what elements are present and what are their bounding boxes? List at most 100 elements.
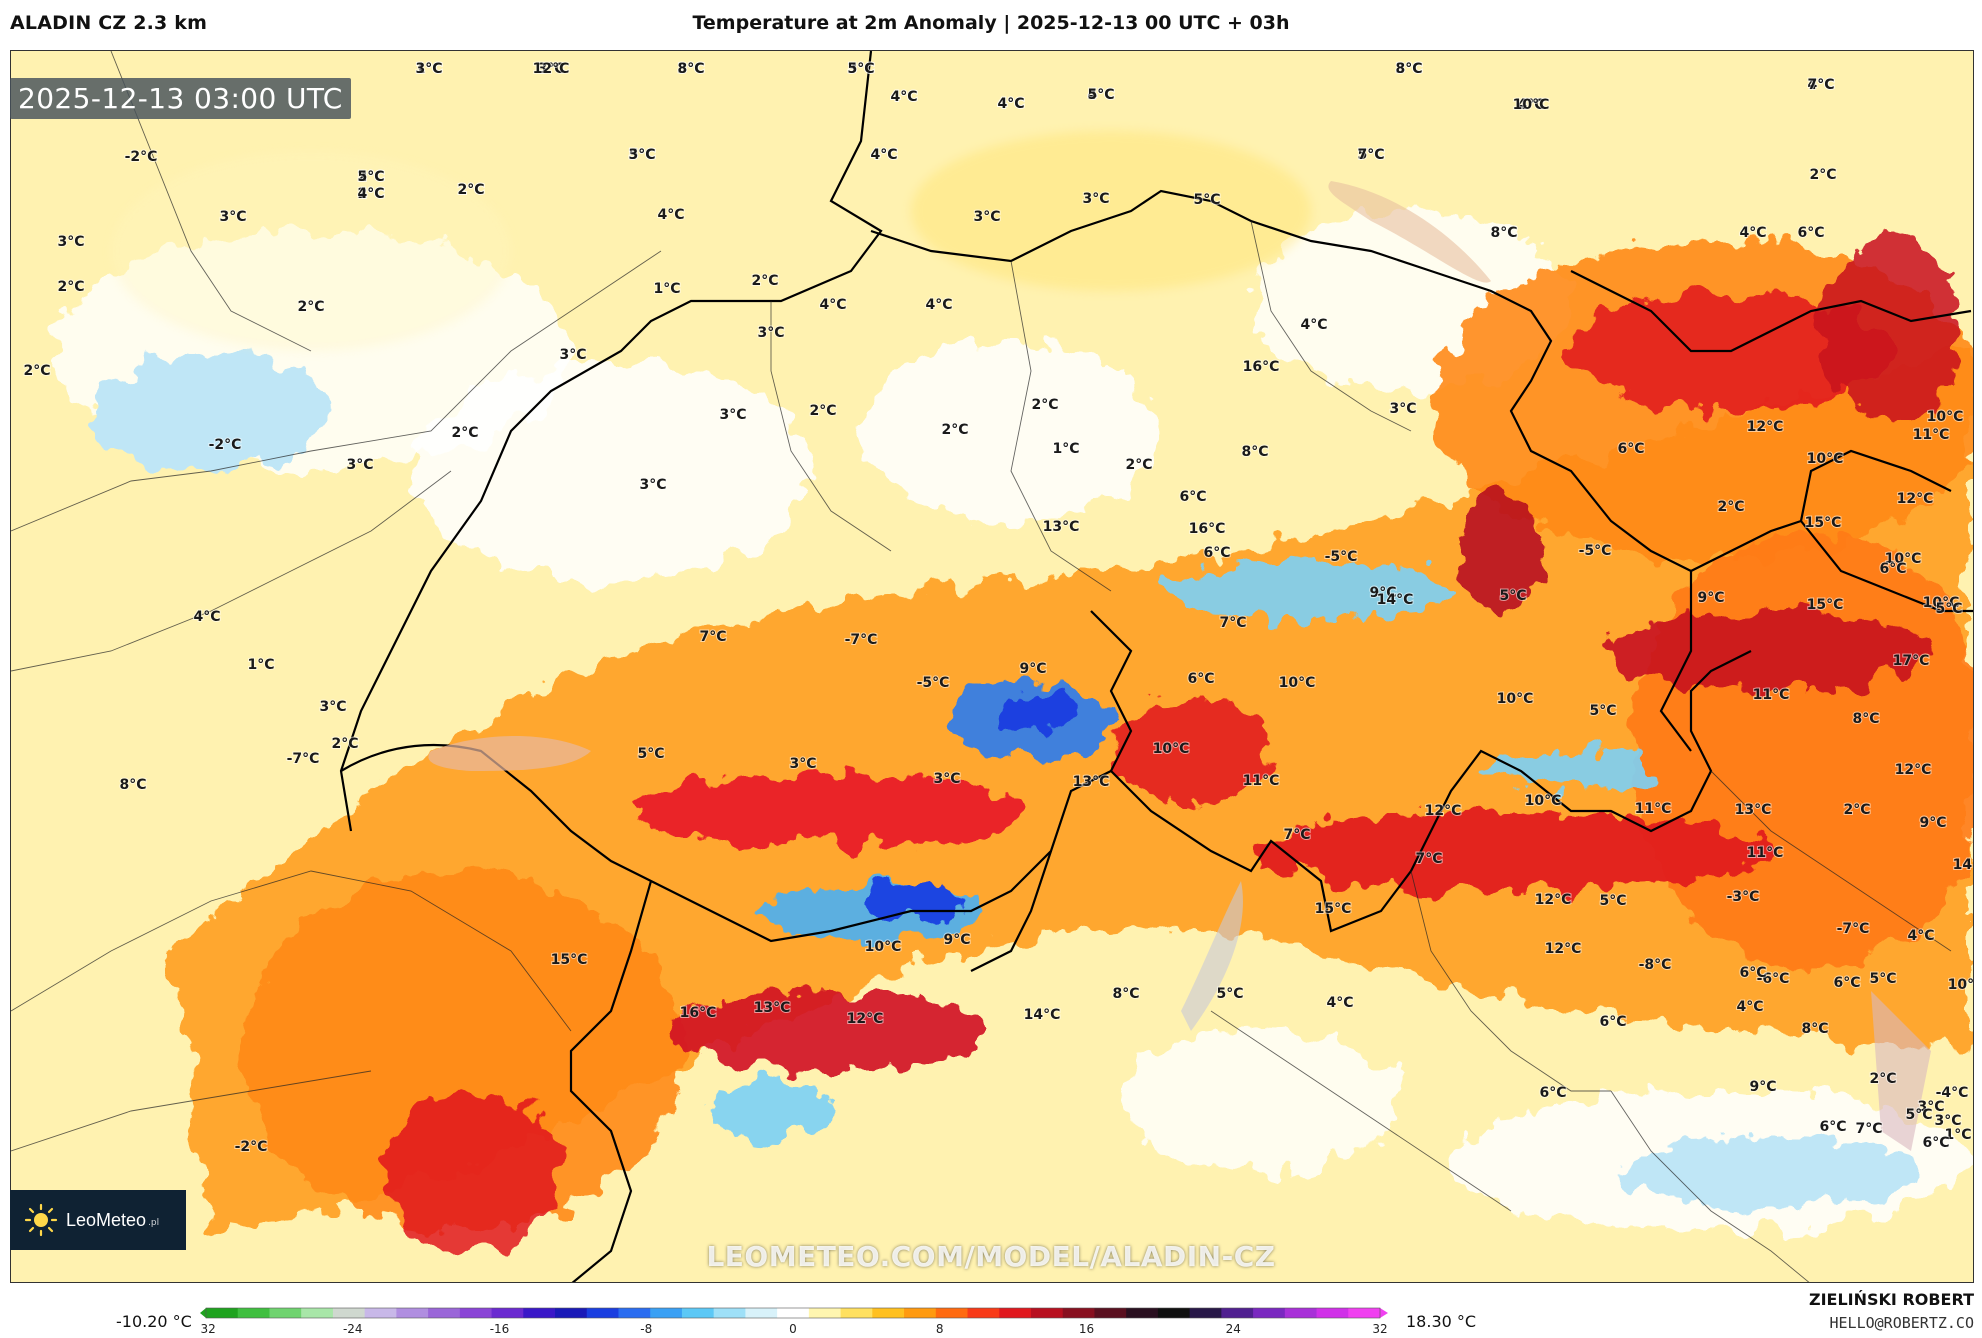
temperature-label: 8°C [1490, 225, 1517, 241]
temperature-label: 3°C [757, 325, 784, 341]
temperature-label: 15°C [1315, 901, 1352, 917]
temperature-label: 4°C [1300, 317, 1327, 333]
temperature-label: 10°C [1927, 409, 1964, 425]
temperature-label: -5°C [917, 675, 950, 691]
temperature-label: 12°C [1545, 941, 1582, 957]
logo-text: LeoMeteo [66, 1209, 147, 1230]
temperature-label: 5°C [1193, 192, 1220, 208]
colorbar-tick-label: -32 [200, 1322, 216, 1336]
colorbar-swatch [840, 1308, 873, 1318]
temperature-label: 10°C [865, 939, 902, 955]
colorbar-swatch [745, 1308, 778, 1318]
temperature-label: 1°C [1944, 1127, 1971, 1143]
temperature-label: 11°C [1747, 845, 1784, 861]
temperature-label: 4°C [193, 609, 220, 625]
temperature-label: 2°C [1843, 802, 1870, 818]
temperature-label: 5°C [1499, 588, 1526, 604]
temperature-label: 11°C [1753, 687, 1790, 703]
temperature-label: 9°C [1369, 585, 1396, 601]
temperature-label: 13°C [754, 1000, 791, 1016]
temperature-label: 5°C [637, 746, 664, 762]
temperature-label: 4°C [997, 96, 1024, 112]
colorbar-swatch [777, 1308, 810, 1318]
temperature-label: 8°C [1801, 1021, 1828, 1037]
colorbar-swatch [364, 1308, 397, 1318]
temperature-label: 10°C [1948, 977, 1974, 993]
temperature-label: 17°C [1893, 653, 1930, 669]
temperature-anomaly-map[interactable]: 1°C 2°C 3°C 3°C 3°C 4°C 4°C 4°C 3°C 4°C 4°C 5°C 4°C 5… [10, 50, 1974, 1283]
temperature-label: 8°C [1395, 61, 1422, 77]
colorbar-swatch [1221, 1308, 1254, 1318]
colorbar-tick-label: -8 [640, 1322, 652, 1336]
regional-borders [11, 51, 1952, 1282]
temperature-label: 7°C [1219, 615, 1246, 631]
colorbar-swatch [237, 1308, 270, 1318]
temperature-label: 10°C [1279, 675, 1316, 691]
temperature-label: 12°C [1425, 803, 1462, 819]
temperature-label: -5°C [1579, 543, 1612, 559]
temperature-label: 6°C [1819, 1119, 1846, 1135]
temperature-label: 3°C [677, 61, 704, 77]
colorbar-swatch [491, 1308, 524, 1318]
temperature-label: 12°C [1535, 892, 1572, 908]
temperature-label: 2°C [1809, 167, 1836, 183]
colorbar-swatch [1126, 1308, 1159, 1318]
colorbar-swatch [206, 1308, 239, 1318]
temperature-label: 4°C [870, 147, 897, 163]
temperature-label: 10°C [1885, 551, 1922, 567]
temperature-label: 4°C [890, 89, 917, 105]
colorbar-swatch [650, 1308, 683, 1318]
temperature-label: 1°C [653, 281, 680, 297]
temperature-label: 3°C [933, 771, 960, 787]
colorbar-swatch [904, 1308, 937, 1318]
temperature-label: 5°C [1935, 601, 1962, 617]
temperature-label: 8°C [1241, 444, 1268, 460]
colorbar-swatch [1030, 1308, 1064, 1318]
temperature-label: 2°C [57, 279, 84, 295]
temperature-label: 4°C [357, 186, 384, 202]
field-overlay [111, 131, 1311, 351]
temperature-label: 6°C [1203, 545, 1230, 561]
temperature-label: 2°C [451, 425, 478, 441]
colorbar-swatch [681, 1308, 715, 1318]
temperature-label: 6°C [1187, 671, 1214, 687]
temperature-label: -2°C [125, 149, 158, 165]
temperature-label: 12°C [1895, 762, 1932, 778]
temperature-label: -5°C [1325, 549, 1358, 565]
temperature-label: 4°C [1907, 928, 1934, 944]
temperature-label: 3°C [789, 756, 816, 772]
temperature-label: 5°C [847, 61, 874, 77]
temperature-label: -7°C [845, 632, 878, 648]
temperature-label: 6°C [1739, 965, 1766, 981]
colorbar-swatch [935, 1308, 969, 1318]
temperature-label: 5°C [1599, 893, 1626, 909]
temperature-label: 3°C [639, 477, 666, 493]
temperature-label: 4°C [997, 96, 1024, 112]
temperature-label: 3°C [719, 407, 746, 423]
colorbar-swatch [428, 1308, 461, 1318]
colorbar-swatch [1348, 1308, 1381, 1318]
temperature-label: 3°C [319, 699, 346, 715]
colorbar-swatch [1094, 1308, 1127, 1318]
temperature-label: -3°C [1727, 889, 1760, 905]
temperature-label: 3°C [415, 61, 442, 77]
temperature-label: -6°C [1757, 971, 1790, 987]
temperature-label: 4°C [870, 147, 897, 163]
temperature-label: 4°C [1517, 97, 1544, 113]
temperature-label: 13°C [1043, 519, 1080, 535]
map-canvas[interactable]: 1°C 2°C 3°C 3°C 3°C 4°C 4°C 4°C 3°C 4°C 4°C 5°C 4°C 5… [11, 51, 1974, 1283]
temperature-label: 15°C [551, 952, 588, 968]
author-email: HELLO@ROBERTZ.CO [1829, 1314, 1975, 1332]
temperature-label: 5°C [1589, 703, 1616, 719]
temperature-label: 6°C [1617, 441, 1644, 457]
valid-time-badge: 2025-12-13 03:00 UTC [10, 78, 351, 119]
temperature-label: 16°C [680, 1005, 717, 1021]
temperature-label: 16°C [1243, 359, 1280, 375]
colorbar-tick-label: 24 [1226, 1322, 1241, 1336]
colorbar-swatch [872, 1308, 905, 1318]
temperature-label: 9°C [1749, 1079, 1776, 1095]
temperature-label: 10°C [1525, 793, 1562, 809]
logo-suffix: .pl [148, 1218, 160, 1228]
temperature-label: 1°C [1052, 441, 1079, 457]
